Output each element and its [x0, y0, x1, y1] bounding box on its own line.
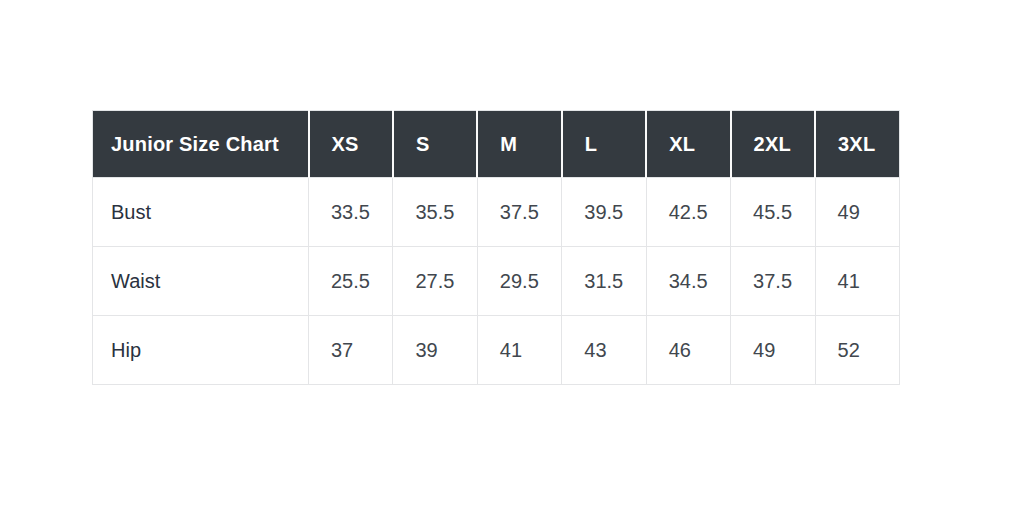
value-cell: 37.5: [477, 178, 561, 247]
row-label-cell: Hip: [93, 316, 309, 385]
table-row-hip: Hip 37 39 41 43 46 49 52: [93, 316, 900, 385]
value-cell: 49: [731, 316, 815, 385]
value-cell: 46: [646, 316, 730, 385]
junior-size-chart-table: Junior Size Chart XS S M L XL 2XL 3XL Bu…: [92, 110, 900, 385]
value-cell: 37: [309, 316, 393, 385]
value-cell: 35.5: [393, 178, 477, 247]
value-cell: 41: [815, 247, 899, 316]
value-cell: 37.5: [731, 247, 815, 316]
value-cell: 43: [562, 316, 646, 385]
row-label-cell: Bust: [93, 178, 309, 247]
value-cell: 25.5: [309, 247, 393, 316]
value-cell: 42.5: [646, 178, 730, 247]
value-cell: 49: [815, 178, 899, 247]
row-label-cell: Waist: [93, 247, 309, 316]
value-cell: 45.5: [731, 178, 815, 247]
value-cell: 52: [815, 316, 899, 385]
column-header-s: S: [393, 111, 477, 178]
column-header-l: L: [562, 111, 646, 178]
value-cell: 31.5: [562, 247, 646, 316]
column-header-3xl: 3XL: [815, 111, 899, 178]
column-header-m: M: [477, 111, 561, 178]
table-row-bust: Bust 33.5 35.5 37.5 39.5 42.5 45.5 49: [93, 178, 900, 247]
table-header-row: Junior Size Chart XS S M L XL 2XL 3XL: [93, 111, 900, 178]
value-cell: 41: [477, 316, 561, 385]
column-header-xl: XL: [646, 111, 730, 178]
value-cell: 33.5: [309, 178, 393, 247]
table-title-cell: Junior Size Chart: [93, 111, 309, 178]
value-cell: 27.5: [393, 247, 477, 316]
value-cell: 29.5: [477, 247, 561, 316]
value-cell: 39.5: [562, 178, 646, 247]
column-header-2xl: 2XL: [731, 111, 815, 178]
column-header-xs: XS: [309, 111, 393, 178]
value-cell: 34.5: [646, 247, 730, 316]
page-canvas: Junior Size Chart XS S M L XL 2XL 3XL Bu…: [0, 0, 1009, 522]
value-cell: 39: [393, 316, 477, 385]
table-row-waist: Waist 25.5 27.5 29.5 31.5 34.5 37.5 41: [93, 247, 900, 316]
